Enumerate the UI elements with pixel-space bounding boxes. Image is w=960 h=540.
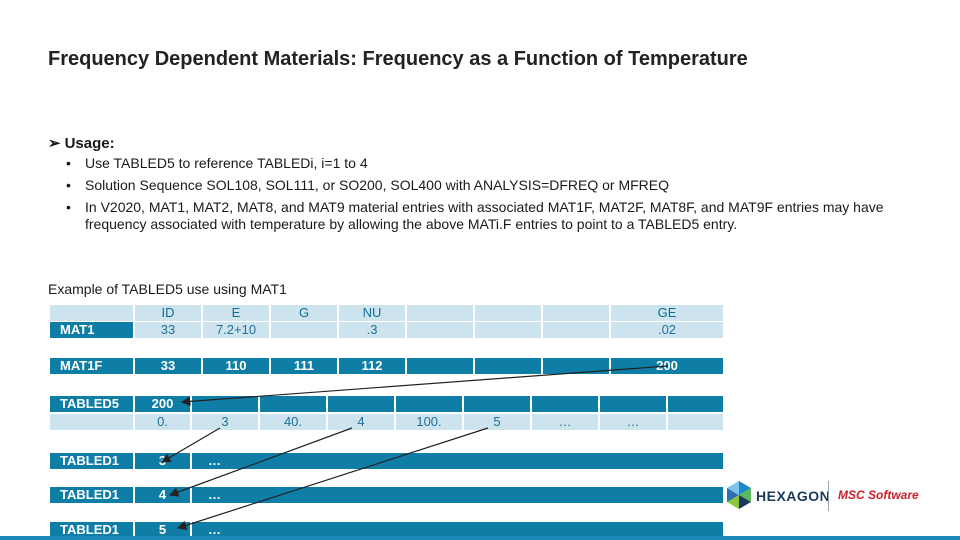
logo-divider <box>828 481 829 511</box>
arrow-mat1f-to-tabled5 <box>180 365 669 407</box>
table-row-label: MAT1F <box>50 358 133 374</box>
table-row-label: MAT1 <box>50 322 133 338</box>
table-cell: 100. <box>396 414 462 430</box>
table-cell <box>532 396 598 412</box>
table-cell <box>407 322 473 338</box>
table-cell <box>50 414 133 430</box>
table-cell: … <box>532 414 598 430</box>
table-cell: G <box>271 305 337 321</box>
usage-heading: ➢ Usage: <box>48 134 115 152</box>
table-cell: 0. <box>135 414 190 430</box>
table-cell <box>543 358 609 374</box>
table-cell: 3 <box>192 414 258 430</box>
table-cell <box>600 396 666 412</box>
table-row-label: TABLED5 <box>50 396 133 412</box>
table-cell <box>543 322 609 338</box>
table-cell: .02 <box>611 322 723 338</box>
table-cell: 110 <box>203 358 269 374</box>
table-cell <box>328 396 394 412</box>
bullet-item: • Solution Sequence SOL108, SOL111, or SO… <box>66 177 670 193</box>
arrow-4-to-tabled1-b <box>168 427 353 497</box>
table-cell: NU <box>339 305 405 321</box>
hexagon-logo-text: HEXAGON <box>756 488 831 504</box>
usage-bullet-list: • Use TABLED5 to reference TABLEDi, i=1 t… <box>64 155 904 238</box>
table-cell <box>260 396 326 412</box>
arrow-bullet-icon: ➢ <box>48 135 61 152</box>
table-cell <box>475 305 541 321</box>
bullet-dot-icon: • <box>66 199 71 215</box>
bullet-dot-icon: • <box>66 155 71 171</box>
table-cell: ID <box>135 305 201 321</box>
table-cell: … <box>192 522 723 538</box>
table-cell: 112 <box>339 358 405 374</box>
bullet-item: • Use TABLED5 to reference TABLEDi, i=1 t… <box>66 155 368 171</box>
table-cell <box>396 396 462 412</box>
table-cell <box>407 305 473 321</box>
bullet-dot-icon: • <box>66 177 71 193</box>
table-cell <box>407 358 473 374</box>
table-cell: E <box>203 305 269 321</box>
table-cell <box>668 396 723 412</box>
page-title: Frequency Dependent Materials: Frequency… <box>48 48 748 70</box>
table-cell: 5 <box>464 414 530 430</box>
table-cell <box>475 322 541 338</box>
table-cell: 33 <box>135 358 201 374</box>
table-cell: 5 <box>135 522 190 538</box>
usage-heading-text: Usage: <box>64 135 115 152</box>
table-cell: GE <box>611 305 723 321</box>
bullet-item: • In V2020, MAT1, MAT2, MAT8, and MAT9 ma… <box>66 199 884 232</box>
hexagon-logo-icon <box>727 481 751 509</box>
arrow-5-to-tabled1-c <box>176 427 489 530</box>
msc-software-logo: MSC Software <box>838 488 919 502</box>
table-cell <box>668 414 723 430</box>
table-cell: 111 <box>271 358 337 374</box>
table-cell: … <box>192 487 723 503</box>
table-row-label: TABLED1 <box>50 522 133 538</box>
table-cell: 40. <box>260 414 326 430</box>
table-cell <box>475 358 541 374</box>
table-row-label: TABLED1 <box>50 453 133 469</box>
table-row-label: TABLED1 <box>50 487 133 503</box>
table-cell: 200 <box>135 396 190 412</box>
table-cell: 7.2+10 <box>203 322 269 338</box>
table-cell <box>464 396 530 412</box>
arrow-3-to-tabled1-a <box>160 427 221 463</box>
table-cell: … <box>192 453 723 469</box>
table-cell <box>543 305 609 321</box>
table-cell: 4 <box>328 414 394 430</box>
table-cell <box>50 305 133 321</box>
example-caption: Example of TABLED5 use using MAT1 <box>48 281 287 297</box>
footer-bar <box>0 536 960 540</box>
table-cell: … <box>600 414 666 430</box>
table-cell: 33 <box>135 322 201 338</box>
table-cell <box>271 322 337 338</box>
table-cell: .3 <box>339 322 405 338</box>
